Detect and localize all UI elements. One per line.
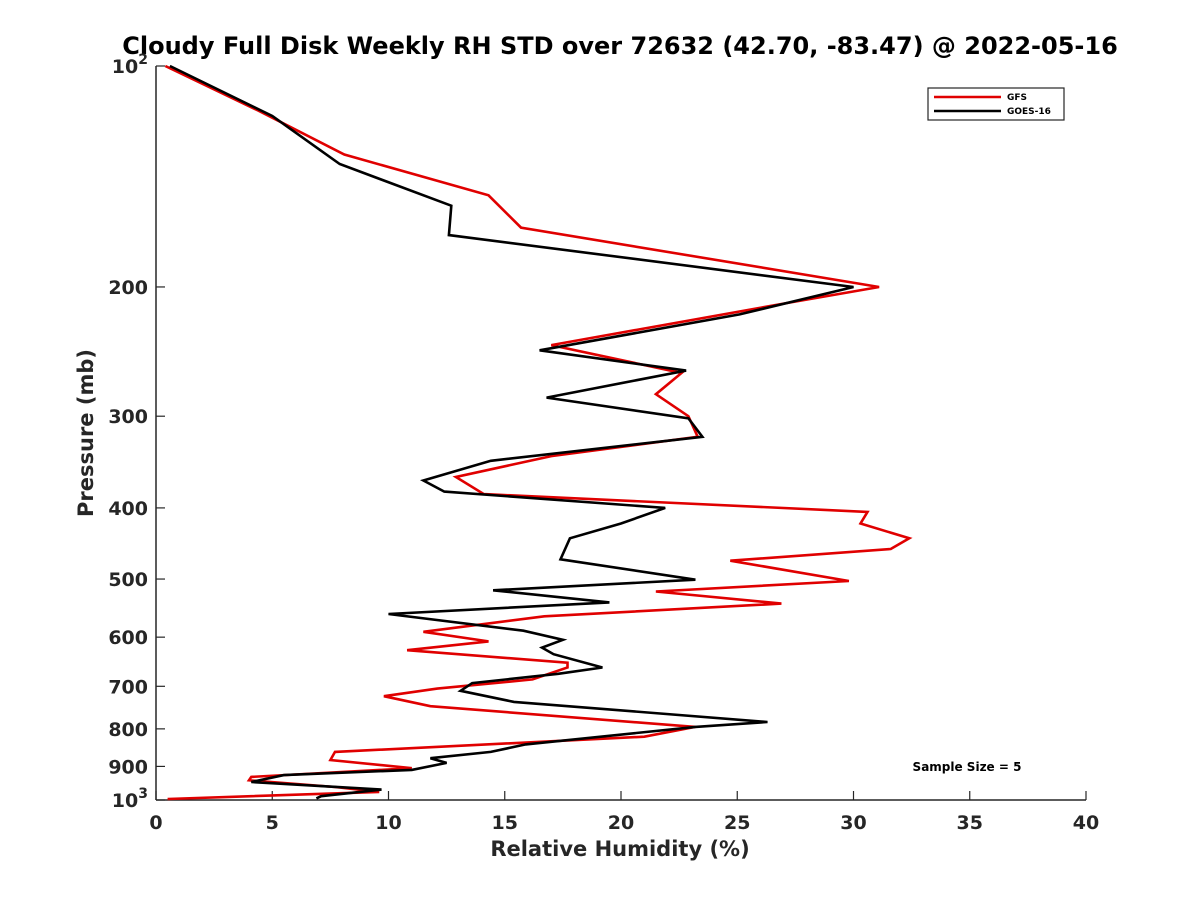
series-line-goes-16 [169, 64, 854, 800]
y-tick-label: 102 [112, 52, 148, 78]
x-tick-label: 30 [840, 812, 866, 834]
x-tick-label: 5 [266, 812, 279, 834]
sample-size-annotation: Sample Size = 5 [913, 760, 1022, 774]
y-tick-label: 900 [108, 756, 148, 778]
legend-box [927, 87, 1065, 121]
y-tick-label: 500 [108, 569, 148, 591]
legend: GFS GOES-16 [927, 87, 1065, 121]
y-tick-label: 200 [108, 277, 148, 299]
x-tick-label: 25 [724, 812, 750, 834]
y-tick-label: 800 [108, 719, 148, 741]
chart-title: Cloudy Full Disk Weekly RH STD over 7263… [122, 32, 1118, 60]
y-axis-label: Pressure (mb) [74, 349, 98, 517]
legend-label: GFS [1007, 93, 1027, 103]
y-tick-label: 600 [108, 627, 148, 649]
series-line-gfs [164, 64, 913, 801]
y-tick-label: 300 [108, 406, 148, 428]
x-tick-label: 35 [957, 812, 983, 834]
y-tick-label: 700 [108, 676, 148, 698]
x-axis-label: Relative Humidity (%) [490, 837, 749, 861]
series-lines [164, 64, 913, 801]
x-tick-label: 40 [1073, 812, 1099, 834]
plot-axes: 0 5 10 15 20 25 30 35 40 102 200 300 400 500 600 700 800… [108, 52, 1099, 834]
y-tick-label: 103 [112, 786, 148, 812]
x-tick-label: 10 [375, 812, 401, 834]
x-tick-label: 20 [608, 812, 634, 834]
y-tick-label: 400 [108, 498, 148, 520]
legend-label: GOES-16 [1007, 107, 1051, 117]
x-tick-label: 15 [492, 812, 518, 834]
x-tick-label: 0 [149, 812, 162, 834]
